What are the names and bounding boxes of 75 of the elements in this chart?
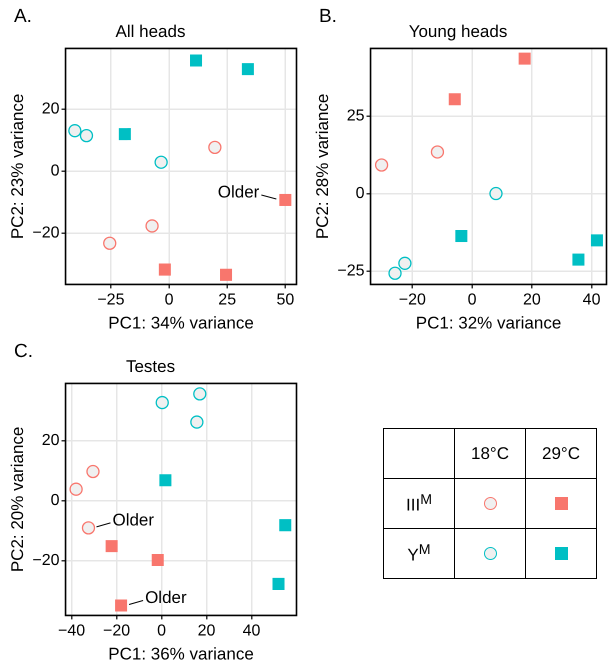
y-tick-label: −20 bbox=[32, 224, 60, 242]
point bbox=[190, 54, 202, 66]
x-axis-title: PC1: 32% variance bbox=[416, 313, 562, 332]
y-tick-label: 25 bbox=[346, 107, 365, 124]
point bbox=[158, 264, 171, 276]
text: 29°C bbox=[526, 428, 596, 478]
point bbox=[590, 234, 603, 246]
point bbox=[455, 230, 468, 242]
point bbox=[572, 254, 584, 266]
point bbox=[489, 186, 503, 200]
point bbox=[193, 387, 206, 401]
point bbox=[279, 194, 292, 206]
x-tick-label: −25 bbox=[97, 291, 125, 308]
y-tick-label: 0 bbox=[50, 492, 60, 510]
point bbox=[118, 128, 131, 140]
point bbox=[448, 93, 461, 106]
point bbox=[374, 158, 388, 172]
point bbox=[86, 464, 100, 478]
point bbox=[69, 482, 83, 496]
text: A. bbox=[14, 6, 32, 28]
point bbox=[103, 236, 116, 250]
x-tick-label: 20 bbox=[522, 291, 541, 308]
annotation: Older bbox=[112, 510, 154, 530]
point bbox=[398, 256, 412, 270]
x-tick-label: 40 bbox=[582, 291, 601, 308]
x-axis-title: PC1: 36% variance bbox=[108, 644, 254, 664]
text: B. bbox=[319, 6, 337, 28]
x-tick-label: 25 bbox=[218, 291, 236, 308]
x-axis-title: PC1: 34% variance bbox=[108, 313, 254, 332]
text: Y$^{M}$ bbox=[384, 528, 454, 578]
point bbox=[156, 396, 169, 410]
point bbox=[272, 578, 285, 590]
y-tick-label: 20 bbox=[42, 432, 60, 450]
point bbox=[80, 128, 94, 142]
y-tick-label: 0 bbox=[356, 184, 365, 202]
x-tick-label: −20 bbox=[103, 622, 130, 640]
y-tick-label: −25 bbox=[337, 262, 365, 280]
point bbox=[279, 519, 292, 532]
point bbox=[220, 268, 232, 281]
point bbox=[430, 145, 444, 159]
x-tick-label: 0 bbox=[157, 622, 166, 640]
point bbox=[242, 63, 254, 76]
text: 18°C bbox=[454, 428, 526, 478]
chart-title: All heads bbox=[116, 22, 186, 41]
point bbox=[518, 52, 531, 65]
text: III$^{M}$ bbox=[384, 478, 454, 528]
point bbox=[208, 140, 222, 154]
x-tick-label: −20 bbox=[398, 291, 426, 308]
x-tick-label: −40 bbox=[58, 622, 86, 640]
x-tick-label: 0 bbox=[164, 291, 174, 308]
y-tick-label: 20 bbox=[42, 100, 60, 118]
x-tick-label: 0 bbox=[468, 291, 477, 308]
annotation: Older bbox=[218, 182, 260, 202]
y-axis-title: PC2: 23% variance bbox=[8, 94, 27, 240]
point bbox=[82, 521, 96, 535]
x-tick-label: 20 bbox=[198, 622, 216, 640]
y-axis-title: PC2: 20% variance bbox=[8, 426, 27, 572]
chart-title: Young heads bbox=[408, 22, 508, 41]
y-axis-title: PC2: 28% variance bbox=[312, 94, 332, 240]
point bbox=[145, 219, 159, 233]
point bbox=[68, 124, 82, 138]
point bbox=[159, 474, 172, 486]
point bbox=[190, 415, 204, 429]
annotation: Older bbox=[145, 588, 187, 608]
x-tick-label: 40 bbox=[242, 622, 261, 640]
point bbox=[388, 266, 402, 280]
x-tick-label: 50 bbox=[276, 291, 294, 308]
point bbox=[115, 600, 128, 612]
y-tick-label: 0 bbox=[50, 162, 60, 180]
point bbox=[152, 554, 164, 566]
chart-title: Testes bbox=[126, 356, 176, 376]
text: C. bbox=[14, 341, 33, 363]
point bbox=[106, 540, 118, 552]
y-tick-label: −20 bbox=[32, 552, 60, 569]
point bbox=[154, 156, 168, 169]
